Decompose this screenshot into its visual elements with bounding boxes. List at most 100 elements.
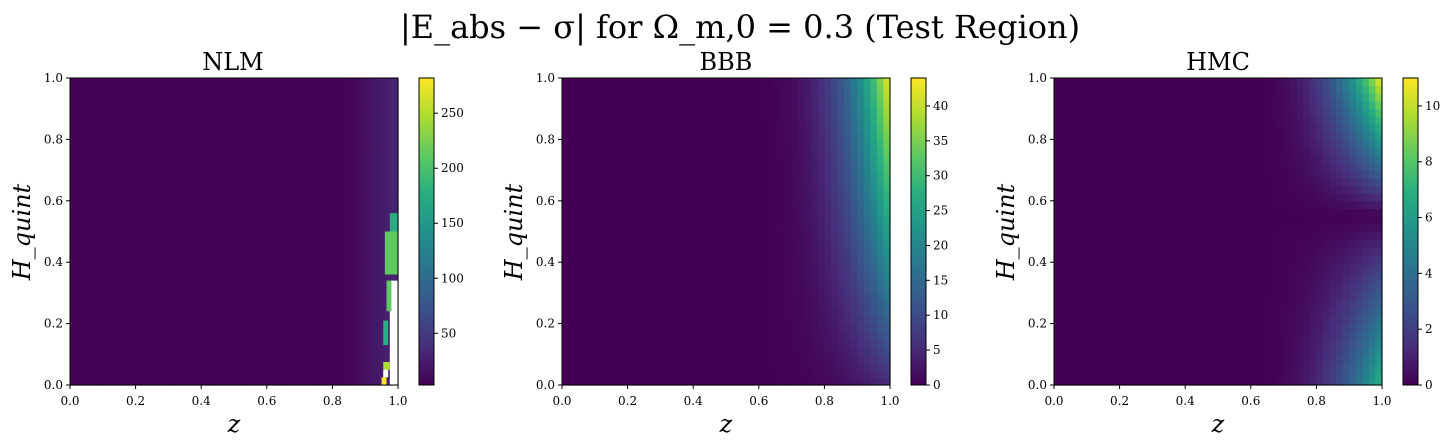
heatmap-cell	[247, 147, 255, 156]
heatmap-cell	[1316, 269, 1324, 279]
heatmap-cell	[345, 346, 353, 355]
heatmap-cell	[870, 315, 878, 325]
heatmap-cell	[365, 239, 373, 248]
heatmap-cell	[332, 331, 340, 340]
heatmap-cell	[1067, 323, 1075, 332]
heatmap-cell	[870, 377, 878, 386]
heatmap-cell	[1086, 300, 1094, 309]
heatmap-cell	[279, 377, 288, 386]
heatmap-cell	[161, 262, 169, 271]
heatmap-cell	[352, 292, 360, 302]
heatmap-cell	[850, 269, 858, 279]
heatmap-cell	[129, 262, 137, 271]
heatmap-cell	[1244, 277, 1252, 286]
heatmap-cell	[299, 85, 307, 94]
heatmap-cell	[726, 369, 734, 378]
heatmap-cell	[240, 185, 248, 194]
heatmap-cell	[220, 292, 229, 302]
heatmap-cell	[830, 239, 839, 248]
heatmap-cell	[109, 177, 117, 187]
heatmap-cell	[358, 285, 366, 294]
heatmap-cell	[1263, 338, 1272, 348]
heatmap-cell	[614, 223, 622, 233]
heatmap-cell	[699, 162, 707, 171]
heatmap-cell	[338, 93, 347, 102]
heatmap-cell	[1106, 377, 1114, 386]
heatmap-cell	[115, 377, 124, 386]
heatmap-cell	[319, 78, 327, 87]
heatmap-cell	[876, 262, 885, 271]
heatmap-cell	[706, 361, 714, 371]
heatmap-cell	[811, 154, 819, 164]
heatmap-cell	[1086, 331, 1094, 340]
heatmap-cell	[1145, 361, 1153, 371]
heatmap-cell	[712, 331, 721, 340]
heatmap-cell	[279, 223, 288, 233]
heatmap-cell	[338, 108, 347, 117]
heatmap-cell	[1145, 285, 1153, 294]
heatmap-cell	[371, 208, 379, 217]
heatmap-cell	[312, 369, 320, 378]
heatmap-cell	[168, 369, 176, 378]
heatmap-cell	[1099, 308, 1108, 317]
heatmap-cell	[306, 300, 314, 309]
figure-title: |E_abs − σ| for Ω_m,0 = 0.3 (Test Region…	[400, 8, 1080, 46]
heatmap-cell	[96, 292, 104, 302]
heatmap-cell	[1290, 285, 1298, 294]
heatmap-cell	[666, 231, 675, 240]
colorbar-tick-label: 35	[933, 134, 948, 148]
heatmap-cell	[1152, 285, 1160, 294]
heatmap-cell	[837, 200, 845, 210]
heatmap-cell	[227, 139, 235, 148]
heatmap-cell	[240, 262, 248, 271]
heatmap-cell	[319, 139, 327, 148]
heatmap-cell	[719, 200, 727, 210]
heatmap-cell	[1099, 354, 1108, 363]
heatmap-cell	[155, 369, 163, 378]
heatmap-cell	[778, 93, 786, 102]
heatmap-cell	[1126, 369, 1134, 378]
heatmap-cell	[673, 193, 681, 202]
heatmap-cell	[358, 246, 366, 256]
heatmap-cell	[312, 354, 320, 363]
heatmap-cell	[115, 361, 124, 371]
heatmap-cell	[660, 162, 668, 171]
heatmap-cell	[129, 277, 137, 286]
heatmap-cell	[135, 300, 143, 309]
heatmap-cell	[824, 139, 832, 148]
heatmap-cell	[273, 185, 281, 194]
x-tick-label: 1.0	[880, 394, 899, 408]
heatmap-cell	[1185, 377, 1193, 386]
colorbar-tick-label: 25	[933, 204, 948, 218]
heatmap-cell	[1250, 300, 1258, 309]
heatmap-cell	[876, 177, 885, 187]
heatmap-cell	[1368, 331, 1377, 340]
heatmap-cell	[338, 315, 347, 325]
heatmap-cell	[1145, 292, 1153, 302]
heatmap-cell	[384, 116, 393, 125]
heatmap-cell	[1185, 277, 1193, 286]
heatmap-cell	[647, 216, 655, 225]
nlm-colorbar-gradient	[419, 78, 434, 385]
heatmap-cell	[594, 300, 602, 309]
heatmap-cell	[1060, 308, 1068, 317]
heatmap-cell	[102, 308, 110, 317]
heatmap-cell	[870, 139, 878, 148]
heatmap-cell	[719, 193, 727, 202]
heatmap-cell	[115, 101, 124, 110]
heatmap-cell	[1362, 361, 1370, 371]
heatmap-cell	[1211, 369, 1219, 378]
heatmap-cell	[765, 108, 773, 117]
heatmap-cell	[174, 116, 183, 125]
heatmap-cell	[699, 346, 707, 355]
colorbar-tick-label: 40	[933, 99, 948, 113]
heatmap-cell	[758, 338, 766, 348]
heatmap-cell	[712, 338, 721, 348]
heatmap-cell	[1342, 269, 1350, 279]
heatmap-cell	[207, 254, 215, 263]
heatmap-cell	[1244, 262, 1252, 271]
heatmap-cell	[575, 285, 583, 294]
heatmap-cell	[680, 131, 688, 140]
heatmap-cell	[811, 239, 819, 248]
heatmap-cell	[365, 101, 373, 110]
